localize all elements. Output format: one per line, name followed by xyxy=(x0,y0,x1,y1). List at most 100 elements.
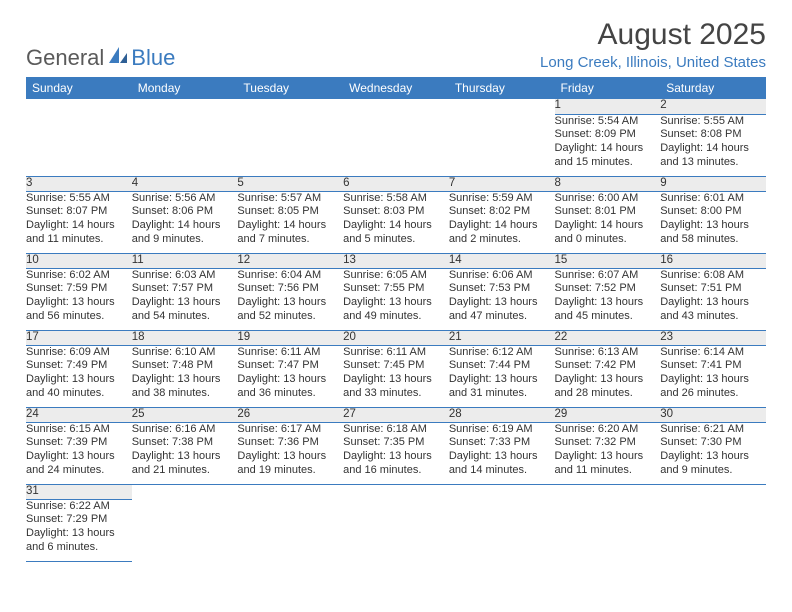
day-detail: Sunrise: 6:18 AMSunset: 7:35 PMDaylight:… xyxy=(343,422,449,484)
day-number: 8 xyxy=(555,176,661,191)
empty-cell xyxy=(343,484,449,499)
empty-cell xyxy=(343,99,449,114)
day-number: 24 xyxy=(26,407,132,422)
empty-cell xyxy=(237,499,343,561)
day-detail: Sunrise: 6:08 AMSunset: 7:51 PMDaylight:… xyxy=(660,268,766,330)
day-detail: Sunrise: 6:04 AMSunset: 7:56 PMDaylight:… xyxy=(237,268,343,330)
day-number: 20 xyxy=(343,330,449,345)
daynum-row: 10111213141516 xyxy=(26,253,766,268)
day-number: 2 xyxy=(660,99,766,114)
day-detail: Sunrise: 6:21 AMSunset: 7:30 PMDaylight:… xyxy=(660,422,766,484)
sail-icon xyxy=(107,45,129,71)
day-number: 3 xyxy=(26,176,132,191)
day-detail: Sunrise: 6:22 AMSunset: 7:29 PMDaylight:… xyxy=(26,499,132,561)
weekday-header: Tuesday xyxy=(237,77,343,99)
day-detail: Sunrise: 6:16 AMSunset: 7:38 PMDaylight:… xyxy=(132,422,238,484)
empty-cell xyxy=(237,114,343,176)
empty-cell xyxy=(660,484,766,499)
weekday-header: Monday xyxy=(132,77,238,99)
weekday-header: Wednesday xyxy=(343,77,449,99)
day-detail: Sunrise: 6:19 AMSunset: 7:33 PMDaylight:… xyxy=(449,422,555,484)
day-detail: Sunrise: 6:03 AMSunset: 7:57 PMDaylight:… xyxy=(132,268,238,330)
day-number: 21 xyxy=(449,330,555,345)
day-number: 11 xyxy=(132,253,238,268)
day-number: 14 xyxy=(449,253,555,268)
day-detail: Sunrise: 6:00 AMSunset: 8:01 PMDaylight:… xyxy=(555,191,661,253)
day-detail: Sunrise: 5:55 AMSunset: 8:08 PMDaylight:… xyxy=(660,114,766,176)
detail-row: Sunrise: 6:15 AMSunset: 7:39 PMDaylight:… xyxy=(26,422,766,484)
empty-cell xyxy=(237,99,343,114)
empty-cell xyxy=(132,484,238,499)
day-number: 10 xyxy=(26,253,132,268)
daynum-row: 17181920212223 xyxy=(26,330,766,345)
empty-cell xyxy=(660,499,766,561)
day-number: 4 xyxy=(132,176,238,191)
day-detail: Sunrise: 6:11 AMSunset: 7:45 PMDaylight:… xyxy=(343,345,449,407)
day-detail: Sunrise: 5:58 AMSunset: 8:03 PMDaylight:… xyxy=(343,191,449,253)
day-number: 28 xyxy=(449,407,555,422)
location-subtitle: Long Creek, Illinois, United States xyxy=(540,54,766,71)
day-detail: Sunrise: 5:57 AMSunset: 8:05 PMDaylight:… xyxy=(237,191,343,253)
detail-row: Sunrise: 6:22 AMSunset: 7:29 PMDaylight:… xyxy=(26,499,766,561)
weekday-header: Saturday xyxy=(660,77,766,99)
day-number: 31 xyxy=(26,484,132,499)
logo: General Blue xyxy=(26,45,175,71)
day-number: 19 xyxy=(237,330,343,345)
day-detail: Sunrise: 6:01 AMSunset: 8:00 PMDaylight:… xyxy=(660,191,766,253)
logo-text-left: General xyxy=(26,45,104,71)
day-detail: Sunrise: 6:09 AMSunset: 7:49 PMDaylight:… xyxy=(26,345,132,407)
daynum-row: 24252627282930 xyxy=(26,407,766,422)
day-number: 17 xyxy=(26,330,132,345)
detail-row: Sunrise: 6:09 AMSunset: 7:49 PMDaylight:… xyxy=(26,345,766,407)
day-detail: Sunrise: 6:20 AMSunset: 7:32 PMDaylight:… xyxy=(555,422,661,484)
day-number: 27 xyxy=(343,407,449,422)
weekday-header: Friday xyxy=(555,77,661,99)
weekday-header: Thursday xyxy=(449,77,555,99)
day-detail: Sunrise: 6:14 AMSunset: 7:41 PMDaylight:… xyxy=(660,345,766,407)
empty-cell xyxy=(132,114,238,176)
empty-cell xyxy=(343,114,449,176)
day-detail: Sunrise: 6:06 AMSunset: 7:53 PMDaylight:… xyxy=(449,268,555,330)
day-number: 7 xyxy=(449,176,555,191)
calendar-table: SundayMondayTuesdayWednesdayThursdayFrid… xyxy=(26,77,766,562)
month-title: August 2025 xyxy=(540,18,766,52)
detail-row: Sunrise: 5:54 AMSunset: 8:09 PMDaylight:… xyxy=(26,114,766,176)
detail-row: Sunrise: 6:02 AMSunset: 7:59 PMDaylight:… xyxy=(26,268,766,330)
day-number: 13 xyxy=(343,253,449,268)
day-number: 1 xyxy=(555,99,661,114)
day-number: 23 xyxy=(660,330,766,345)
logo-text-right: Blue xyxy=(131,45,175,71)
day-number: 25 xyxy=(132,407,238,422)
empty-cell xyxy=(555,499,661,561)
detail-row: Sunrise: 5:55 AMSunset: 8:07 PMDaylight:… xyxy=(26,191,766,253)
daynum-row: 31 xyxy=(26,484,766,499)
day-detail: Sunrise: 6:10 AMSunset: 7:48 PMDaylight:… xyxy=(132,345,238,407)
header: General Blue August 2025 Long Creek, Ill… xyxy=(26,18,766,71)
day-detail: Sunrise: 6:15 AMSunset: 7:39 PMDaylight:… xyxy=(26,422,132,484)
day-detail: Sunrise: 6:05 AMSunset: 7:55 PMDaylight:… xyxy=(343,268,449,330)
day-number: 22 xyxy=(555,330,661,345)
empty-cell xyxy=(26,99,132,114)
day-number: 15 xyxy=(555,253,661,268)
day-detail: Sunrise: 6:17 AMSunset: 7:36 PMDaylight:… xyxy=(237,422,343,484)
weekday-header: Sunday xyxy=(26,77,132,99)
day-detail: Sunrise: 6:02 AMSunset: 7:59 PMDaylight:… xyxy=(26,268,132,330)
empty-cell xyxy=(237,484,343,499)
title-block: August 2025 Long Creek, Illinois, United… xyxy=(540,18,766,71)
empty-cell xyxy=(132,499,238,561)
day-number: 6 xyxy=(343,176,449,191)
day-number: 16 xyxy=(660,253,766,268)
day-detail: Sunrise: 6:13 AMSunset: 7:42 PMDaylight:… xyxy=(555,345,661,407)
day-detail: Sunrise: 6:12 AMSunset: 7:44 PMDaylight:… xyxy=(449,345,555,407)
weekday-header-row: SundayMondayTuesdayWednesdayThursdayFrid… xyxy=(26,77,766,99)
day-number: 9 xyxy=(660,176,766,191)
empty-cell xyxy=(132,99,238,114)
empty-cell xyxy=(343,499,449,561)
empty-cell xyxy=(26,114,132,176)
daynum-row: 12 xyxy=(26,99,766,114)
day-detail: Sunrise: 5:59 AMSunset: 8:02 PMDaylight:… xyxy=(449,191,555,253)
day-number: 29 xyxy=(555,407,661,422)
empty-cell xyxy=(449,499,555,561)
day-number: 5 xyxy=(237,176,343,191)
day-number: 18 xyxy=(132,330,238,345)
